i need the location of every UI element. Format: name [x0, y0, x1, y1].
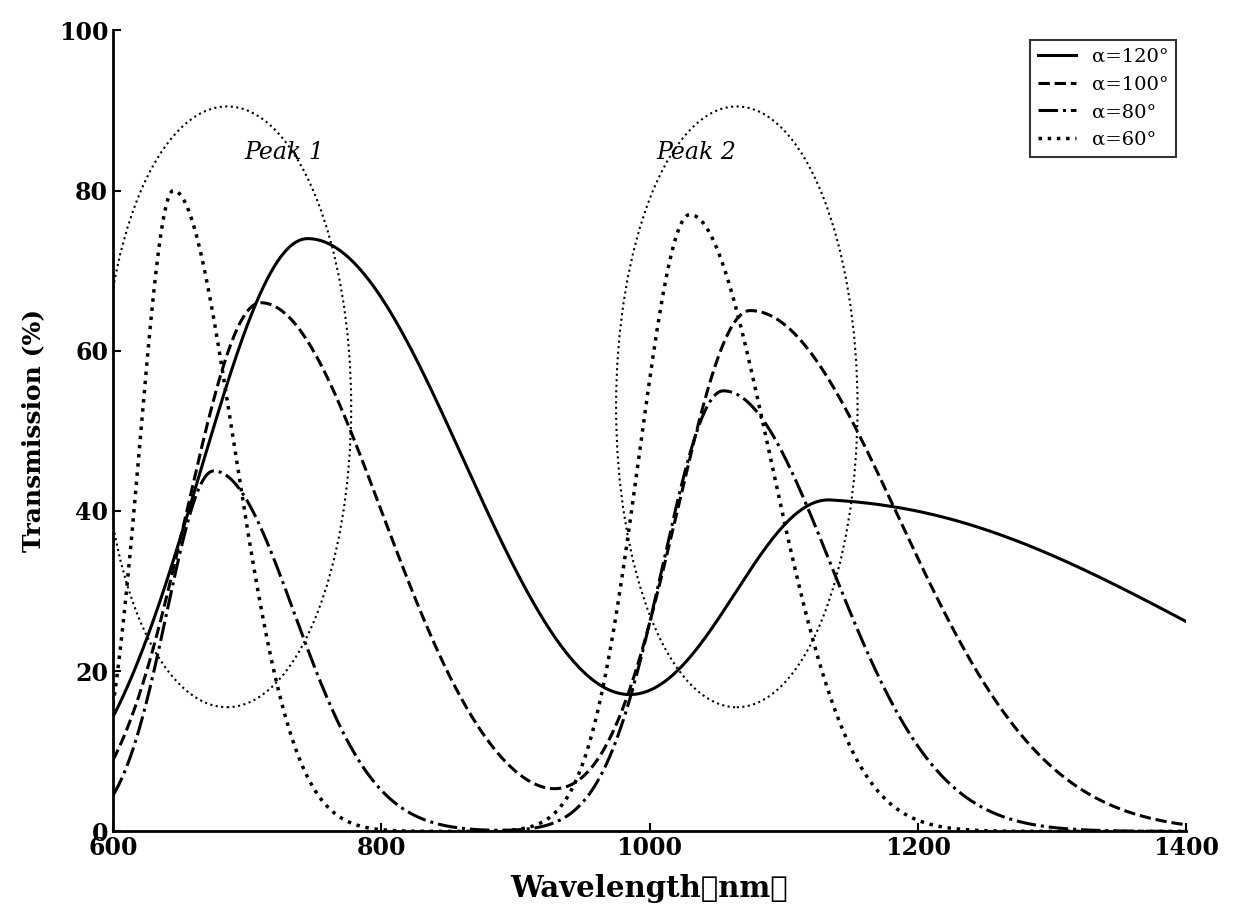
Y-axis label: Transmission (%): Transmission (%) — [21, 310, 45, 553]
α=80° — [715, 385, 730, 396]
Text: Peak 1: Peak 1 — [244, 140, 325, 164]
α=60° — [166, 185, 181, 196]
α=60° — [901, 810, 916, 821]
α=60° — [740, 351, 755, 362]
α=120° — [300, 233, 315, 244]
α=100° — [901, 533, 916, 544]
α=120° — [160, 575, 175, 586]
α=60° — [787, 563, 802, 574]
α=100° — [787, 329, 802, 340]
Line: α=100°: α=100° — [113, 303, 1187, 825]
α=120° — [901, 504, 916, 515]
α=120° — [959, 518, 973, 529]
α=60° — [105, 699, 120, 711]
X-axis label: Wavelength（nm）: Wavelength（nm） — [511, 874, 789, 903]
Line: α=80°: α=80° — [113, 391, 1187, 832]
α=80° — [160, 606, 175, 617]
α=80° — [740, 396, 755, 407]
Text: Peak 2: Peak 2 — [656, 140, 737, 164]
α=120° — [787, 509, 802, 520]
α=100° — [105, 754, 120, 765]
α=100° — [253, 298, 268, 309]
α=100° — [160, 590, 175, 601]
α=80° — [1179, 826, 1194, 837]
α=60° — [959, 824, 973, 835]
α=100° — [1179, 820, 1194, 831]
α=80° — [959, 792, 973, 803]
α=120° — [1179, 616, 1194, 627]
α=120° — [495, 537, 510, 548]
α=80° — [787, 473, 802, 484]
α=80° — [495, 825, 510, 836]
α=60° — [1179, 826, 1194, 837]
Line: α=60°: α=60° — [113, 190, 1187, 832]
Line: α=120°: α=120° — [113, 238, 1187, 717]
α=60° — [495, 825, 510, 836]
α=120° — [740, 567, 755, 578]
α=60° — [160, 197, 175, 208]
Legend: α=120°, α=100°, α=80°, α=60°: α=120°, α=100°, α=80°, α=60° — [1029, 40, 1177, 157]
α=100° — [495, 752, 510, 763]
α=80° — [901, 727, 916, 738]
α=100° — [959, 647, 973, 658]
α=100° — [740, 305, 755, 316]
α=80° — [105, 790, 120, 801]
α=120° — [105, 711, 120, 723]
